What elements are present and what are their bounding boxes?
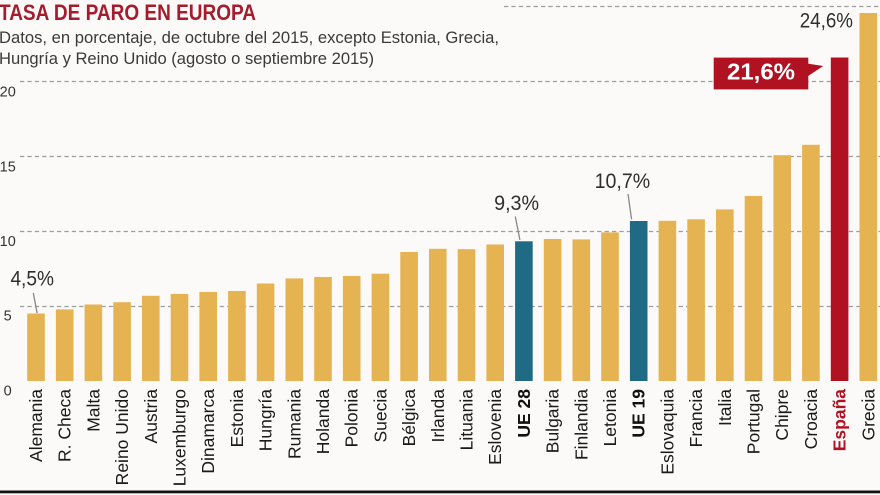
svg-text:5: 5 <box>4 309 12 325</box>
svg-text:20: 20 <box>0 85 16 101</box>
svg-text:Croacia: Croacia <box>801 389 821 450</box>
svg-text:Grecia: Grecia <box>858 389 878 441</box>
svg-text:TASA DE PARO EN EUROPA: TASA DE PARO EN EUROPA <box>0 0 256 25</box>
svg-text:4,5%: 4,5% <box>10 267 54 290</box>
svg-text:Austria: Austria <box>141 389 161 444</box>
svg-text:10,7%: 10,7% <box>595 170 651 193</box>
svg-text:Francia: Francia <box>686 389 706 448</box>
svg-text:Hungría: Hungría <box>256 389 276 452</box>
svg-text:Datos, en porcentaje, de octub: Datos, en porcentaje, de octubre del 201… <box>0 28 499 47</box>
svg-text:15: 15 <box>0 160 16 176</box>
svg-text:Letonia: Letonia <box>600 389 620 447</box>
svg-text:Finlandia: Finlandia <box>571 389 591 460</box>
svg-text:Malta: Malta <box>83 389 103 432</box>
svg-text:0: 0 <box>4 384 12 400</box>
svg-text:Alemania: Alemania <box>26 389 46 462</box>
svg-text:10: 10 <box>0 234 16 250</box>
svg-text:Chipre: Chipre <box>772 389 792 441</box>
svg-text:Hungría y Reino Unido (agosto: Hungría y Reino Unido (agosto o septiemb… <box>0 49 374 68</box>
svg-text:21,6%: 21,6% <box>727 59 795 85</box>
svg-text:24,6%: 24,6% <box>800 10 853 33</box>
svg-text:Lituania: Lituania <box>457 389 477 451</box>
svg-text:Bélgica: Bélgica <box>399 389 419 447</box>
svg-text:UE 28: UE 28 <box>514 389 534 438</box>
svg-text:Polonia: Polonia <box>342 389 362 448</box>
svg-text:Irlanda: Irlanda <box>428 389 448 443</box>
svg-text:Reino Unido: Reino Unido <box>112 389 132 485</box>
svg-text:UE 19: UE 19 <box>629 389 649 438</box>
svg-text:Luxemburgo: Luxemburgo <box>170 389 190 486</box>
svg-text:Suecia: Suecia <box>370 389 390 443</box>
svg-text:Bulgaria: Bulgaria <box>543 389 563 453</box>
svg-text:Dinamarca: Dinamarca <box>198 389 218 474</box>
svg-text:Eslovenia: Eslovenia <box>485 389 505 465</box>
svg-text:Holanda: Holanda <box>313 389 333 454</box>
svg-text:Eslovaquia: Eslovaquia <box>657 389 677 475</box>
svg-text:Rumania: Rumania <box>284 389 304 459</box>
svg-text:Italia: Italia <box>715 389 735 426</box>
svg-text:Estonia: Estonia <box>227 389 247 448</box>
svg-text:R. Checa: R. Checa <box>55 389 75 462</box>
svg-text:España: España <box>830 389 850 452</box>
svg-text:9,3%: 9,3% <box>494 192 539 215</box>
svg-text:Portugal: Portugal <box>744 389 764 454</box>
